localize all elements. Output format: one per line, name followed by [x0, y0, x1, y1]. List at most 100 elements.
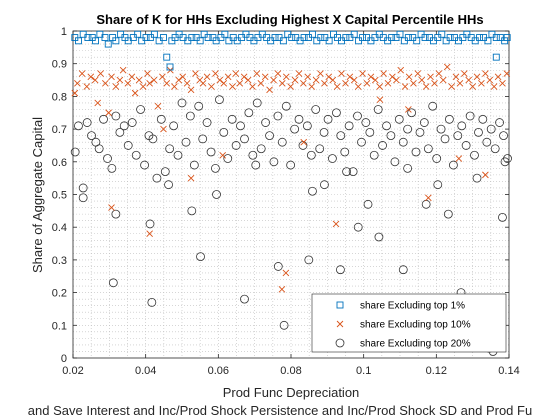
- data-point-x: [212, 70, 219, 77]
- data-point-square: [317, 34, 325, 41]
- data-point-circle: [470, 150, 479, 160]
- y-tick-label: 0.7: [52, 124, 67, 136]
- data-point-circle: [261, 118, 270, 127]
- data-point-x: [102, 80, 109, 87]
- data-point-circle: [164, 180, 173, 190]
- data-point-x: [317, 70, 324, 77]
- data-point-x: [135, 76, 143, 84]
- series-x: [71, 63, 511, 293]
- data-point-x: [494, 73, 502, 81]
- data-point-circle: [212, 190, 221, 199]
- data-point-circle: [196, 252, 205, 262]
- data-point-square: [204, 34, 212, 41]
- data-point-x: [261, 73, 269, 81]
- data-point-circle: [308, 186, 317, 196]
- data-point-x: [499, 80, 506, 87]
- data-point-x: [257, 80, 265, 87]
- y-axis-label: Share of Aggregate Capital: [30, 117, 45, 273]
- data-point-square: [396, 30, 404, 38]
- data-point-circle: [215, 95, 224, 105]
- x-tick-label: 0.14: [498, 365, 519, 377]
- data-point-circle: [78, 193, 88, 203]
- data-point-square: [196, 37, 204, 45]
- x-axis-label: Prod Func Depreciation: [223, 385, 360, 400]
- data-point-x: [192, 70, 199, 77]
- data-point-x: [465, 76, 472, 84]
- data-point-square: [101, 34, 109, 41]
- data-point-square: [476, 34, 484, 41]
- data-point-x: [94, 99, 102, 107]
- data-point-circle: [115, 127, 125, 137]
- data-point-circle: [74, 121, 83, 131]
- data-point-square: [421, 34, 429, 41]
- data-point-x: [431, 80, 438, 87]
- data-point-x: [456, 80, 464, 87]
- legend-label: share Excluding top 20%: [360, 339, 471, 350]
- data-point-circle: [173, 150, 183, 160]
- data-point-circle: [315, 144, 325, 154]
- data-point-circle: [311, 105, 321, 114]
- data-point-circle: [70, 147, 80, 157]
- data-point-x: [131, 89, 139, 97]
- data-point-x: [376, 96, 384, 103]
- data-point-circle: [373, 105, 383, 114]
- data-point-circle: [111, 209, 121, 219]
- data-point-x: [329, 76, 337, 84]
- data-point-x: [455, 155, 463, 162]
- data-point-x: [460, 70, 468, 77]
- data-point-square: [92, 37, 99, 45]
- data-point-x: [304, 73, 312, 81]
- data-point-x: [112, 83, 120, 90]
- data-point-x: [389, 73, 396, 81]
- data-point-circle: [269, 157, 279, 167]
- data-point-x: [422, 83, 430, 90]
- data-point-circle: [248, 150, 258, 160]
- data-point-square: [404, 34, 412, 41]
- data-point-x: [159, 73, 166, 81]
- data-point-circle: [219, 127, 229, 137]
- data-point-square: [342, 34, 350, 41]
- data-point-circle: [328, 154, 337, 163]
- data-point-x: [179, 73, 187, 81]
- data-point-x: [473, 73, 481, 81]
- data-point-x: [128, 73, 136, 81]
- y-tick-label: 0: [61, 353, 67, 365]
- data-point-x: [116, 76, 124, 84]
- data-point-circle: [227, 114, 237, 124]
- data-point-circle: [169, 121, 179, 131]
- data-point-circle: [336, 265, 345, 275]
- data-point-x: [139, 83, 147, 90]
- data-point-circle: [211, 163, 220, 173]
- data-point-x: [270, 76, 277, 84]
- data-point-x: [418, 76, 426, 84]
- series-circle: [70, 95, 512, 356]
- data-point-circle: [127, 118, 137, 127]
- data-point-x: [199, 80, 207, 87]
- data-point-x: [119, 66, 127, 74]
- chart-title: Share of K for HHs Excluding Highest X C…: [96, 12, 483, 27]
- data-point-x: [244, 76, 252, 84]
- data-point-circle: [147, 298, 157, 307]
- data-point-x: [291, 76, 299, 84]
- data-point-square: [288, 34, 296, 41]
- data-point-circle: [240, 134, 249, 144]
- y-tick-label: 0.8: [52, 91, 67, 103]
- data-point-x: [278, 286, 286, 293]
- data-point-x: [282, 73, 290, 81]
- data-point-circle: [415, 127, 425, 137]
- data-point-x: [187, 86, 195, 94]
- data-point-circle: [202, 118, 212, 127]
- y-tick-label: 0.6: [52, 157, 67, 169]
- data-point-circle: [386, 131, 396, 141]
- data-point-x: [486, 76, 494, 84]
- data-point-square: [446, 34, 454, 41]
- data-point-x: [105, 109, 112, 117]
- data-point-circle: [320, 180, 329, 190]
- data-point-x: [380, 70, 387, 77]
- data-point-x: [338, 70, 345, 77]
- data-point-x: [448, 83, 455, 90]
- data-point-x: [224, 73, 232, 81]
- data-point-circle: [432, 154, 442, 163]
- data-point-x: [443, 63, 451, 71]
